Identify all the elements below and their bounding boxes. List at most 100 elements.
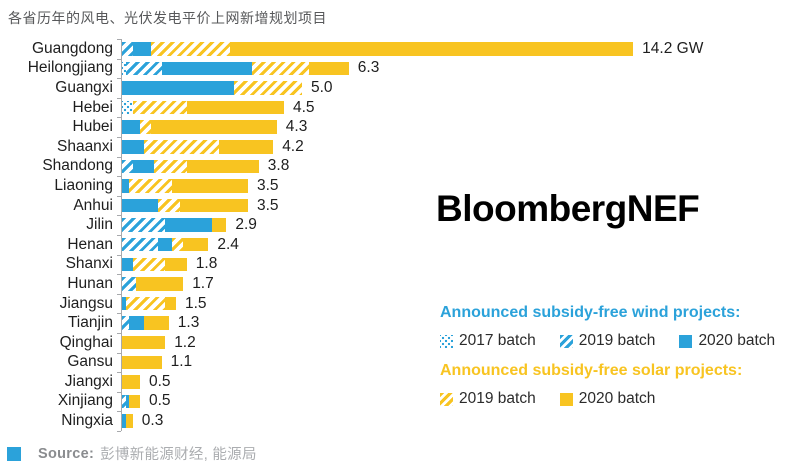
bar-value-label: 1.2 <box>174 333 196 351</box>
bar-segment-solar-2019 <box>150 42 230 56</box>
province-label: Jilin <box>86 216 113 234</box>
legend-item-label: 2017 batch <box>459 332 536 349</box>
bar-segment-wind-2020 <box>122 179 130 193</box>
bar-track: 1.1 <box>122 353 800 371</box>
province-label: Heilongjiang <box>27 59 113 77</box>
legend-item-label: 2020 batch <box>698 332 776 349</box>
bar-segment-solar-2020 <box>125 414 133 428</box>
bar-segment-solar-2020 <box>122 335 166 350</box>
bar-segment-wind-2020 <box>122 257 133 272</box>
bar-segment-solar-2020 <box>309 61 349 76</box>
province-label: Jiangxi <box>64 372 113 390</box>
bar-track: 1.8 <box>122 255 800 272</box>
bar-segment-solar-2020 <box>229 42 634 56</box>
legend: Announced subsidy-free wind projects: 20… <box>440 304 796 420</box>
bar-segment-solar-2019 <box>233 81 302 95</box>
province-label: Guangxi <box>55 78 113 96</box>
source-line: Source: 彭博新能源财经, 能源局 <box>7 443 257 464</box>
axis-tick <box>117 313 121 315</box>
axis-tick <box>117 97 121 99</box>
legend-solar-heading: Announced subsidy-free solar projects: <box>440 362 743 379</box>
bar-segment-solar-2019 <box>129 179 173 193</box>
province-label: Shandong <box>42 157 113 175</box>
province-label: Hunan <box>67 274 113 292</box>
legend-swatch-wind-hatched-icon <box>559 334 573 348</box>
bar-track: 5.0 <box>122 78 800 96</box>
bar-segment-wind-2020 <box>158 237 173 252</box>
bar-segment-wind-2020 <box>122 140 144 154</box>
axis-tick <box>117 411 121 413</box>
legend-item-label: 2019 batch <box>578 332 656 349</box>
bar-segment-wind-2019 <box>122 42 133 56</box>
legend-item-solar-2020: 2020 batch <box>559 390 656 408</box>
bar-row: Guangxi 5.0 <box>0 78 800 98</box>
bar-row: Liaoning 3.5 <box>0 176 800 196</box>
bar-value-label: 4.3 <box>285 118 308 136</box>
bar-segment-wind-2020 <box>132 159 155 174</box>
bar-track: 14.2 GW <box>122 39 800 57</box>
chart-title: 各省历年的风电、光伏发电平价上网新增规划项目 <box>8 10 327 26</box>
bar-segment-solar-2019 <box>140 120 151 134</box>
bar-segment-solar-2020 <box>165 296 176 311</box>
bar-row: Hunan 1.7 <box>0 274 800 294</box>
bar-value-label: 2.9 <box>235 216 257 234</box>
axis-tick <box>117 235 121 236</box>
bar-segment-solar-2020 <box>186 159 259 174</box>
province-label: Jiangsu <box>59 294 113 312</box>
bar-track: 0.5 <box>122 392 800 409</box>
axis-tick <box>117 391 121 393</box>
bar-value-label: 5.0 <box>310 78 333 96</box>
bar-segment-wind-2019 <box>122 316 130 330</box>
axis-tick <box>117 293 121 295</box>
bar-segment-solar-2019 <box>125 296 166 311</box>
bar-value-label: 3.5 <box>256 176 279 194</box>
bar-segment-wind-2017 <box>122 61 126 76</box>
bar-segment-solar-2019 <box>132 100 187 115</box>
bar-value-label: 14.2 GW <box>642 39 704 57</box>
bar-segment-solar-2020 <box>122 375 140 389</box>
bar-row: Gansu 1.1 <box>0 353 800 373</box>
bar-track: 0.3 <box>122 412 800 430</box>
bar-segment-solar-2019 <box>132 257 166 272</box>
bar-segment-solar-2019 <box>172 237 184 252</box>
province-label: Henan <box>67 235 113 253</box>
legend-item-wind-2020: 2020 batch <box>679 332 775 350</box>
axis-tick <box>117 39 121 40</box>
bar-row: Hubei 4.3 <box>0 117 800 137</box>
legend-item-label: 2020 batch <box>578 390 656 407</box>
bar-segment-solar-2020 <box>183 237 209 252</box>
bar-segment-solar-2019 <box>154 159 187 174</box>
bar-row: Qinghai 1.2 <box>0 333 800 353</box>
bar-segment-wind-2020 <box>161 61 252 76</box>
legend-swatch-wind-solid-icon <box>679 334 693 348</box>
bar-segment-wind-2019 <box>122 218 166 232</box>
source-label: Source: <box>38 445 95 462</box>
bar-value-label: 0.3 <box>141 412 164 430</box>
bar-track: 2.4 <box>122 235 800 253</box>
bar-row: Hebei 4.5 <box>0 98 800 118</box>
axis-tick <box>117 254 121 256</box>
bar-segment-solar-2020 <box>172 179 248 193</box>
bloombergnef-logo: BloombergNEF <box>436 188 700 229</box>
bar-segment-wind-2020 <box>122 198 158 213</box>
bar-segment-wind-2020 <box>129 316 144 330</box>
legend-solar-items: 2019 batch 2020 batch <box>440 390 796 408</box>
bar-row: Jilin 2.9 <box>0 215 800 235</box>
bar-segment-wind-2020 <box>125 394 130 409</box>
bar-track: 1.2 <box>122 333 800 351</box>
bar-chart: Guangdong 14.2 GW Heilongjiang 6.3 Guangxi 5.… <box>0 39 800 432</box>
axis-tick <box>117 333 121 334</box>
legend-item-solar-2019: 2019 batch <box>440 390 536 408</box>
province-label: Xinjiang <box>57 392 113 410</box>
bar-track: 1.7 <box>122 275 800 292</box>
axis-tick <box>117 431 121 432</box>
bar-segment-solar-2020 <box>211 218 227 232</box>
bar-segment-wind-2020 <box>122 296 126 311</box>
bar-value-label: 1.1 <box>170 353 193 371</box>
bar-segment-solar-2020 <box>165 257 187 272</box>
bar-segment-wind-2019 <box>125 61 162 76</box>
bar-row: Anhui 3.5 <box>0 196 800 216</box>
bar-segment-solar-2019 <box>158 198 180 213</box>
province-label: Guangdong <box>31 39 113 57</box>
bar-value-label: 2.4 <box>217 235 239 253</box>
